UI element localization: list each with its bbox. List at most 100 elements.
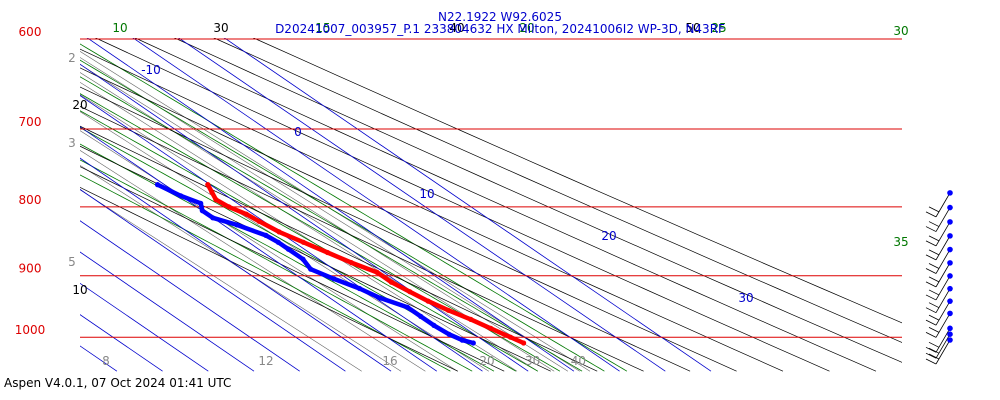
temperature-profile-point: [300, 239, 307, 245]
header-line-2: D20241007_003957_P.1 233804632 HX Milton…: [275, 22, 725, 36]
wind-barb-flag: [925, 307, 937, 314]
footer-version: Aspen V4.0.1, 07 Oct 2024 01:41 UTC: [4, 376, 232, 390]
temperature-profile-point: [445, 307, 451, 313]
dewpoint-profile-point: [418, 313, 424, 319]
chart-labels: 600 700 800 900 1000 20 30 40 -10 0 10 20 30 30 40 50 20…: [15, 21, 909, 368]
dewpoint-profile-point: [404, 304, 410, 310]
temperature-profile-point: [256, 218, 262, 224]
isobars: [80, 38, 902, 338]
isotherm-line: [86, 38, 575, 372]
wind-barb-flag: [925, 319, 937, 326]
dry-adiabat-line: [80, 67, 737, 372]
dewpoint-profile-point: [459, 337, 465, 343]
mixing-ratio-line: [80, 72, 555, 372]
isotherm-line: [80, 126, 438, 372]
dewpoint-profile-point: [234, 222, 240, 228]
temperature-profile-point: [388, 279, 394, 285]
wind-barb-staff: [935, 288, 951, 313]
temperature-profile-point: [425, 298, 431, 304]
moist-adiabats: [80, 43, 628, 372]
wind-barb-dot: [947, 337, 953, 343]
dewpoint-profile-point: [377, 295, 383, 301]
dry-adiabat-label: 50: [685, 21, 700, 35]
moist-adiabat-label: 35: [893, 235, 908, 249]
moist-adiabat-line: [80, 59, 605, 372]
dry-adiabat-line: [80, 106, 644, 372]
isotherm-line: [80, 314, 163, 372]
mixing-ratio-line: [80, 149, 426, 372]
mixing-ratio-label: 5: [68, 255, 76, 269]
dewpoint-profile-point: [263, 232, 269, 238]
wind-barb-flag: [928, 353, 940, 360]
wind-barb-staff: [935, 275, 951, 301]
wind-barb-dot: [947, 219, 953, 225]
temperature-tick-label: 40: [571, 354, 586, 368]
isotherm-line: [80, 220, 300, 372]
wind-barb-staff: [935, 262, 951, 288]
moist-adiabat-label: 15: [315, 21, 330, 35]
wind-barb-dot: [947, 233, 953, 239]
wind-barb-flag: [925, 358, 937, 365]
mixing-ratio-label: 8: [102, 354, 110, 368]
wind-barb-flag: [925, 240, 937, 247]
dry-adiabat-label: 10: [72, 283, 87, 297]
wind-barb-flag: [928, 206, 940, 213]
dry-adiabat-line: [80, 48, 784, 372]
pressure-tick-label: 600: [19, 25, 42, 39]
pressure-tick-label: 800: [19, 193, 42, 207]
isotherm-label: 20: [601, 229, 616, 243]
dewpoint-profile-point: [446, 331, 452, 337]
dry-adiabat-line: [80, 125, 598, 372]
isotherm-label: 0: [294, 125, 302, 139]
mixing-ratio-line: [80, 189, 362, 372]
temperature-profile-point: [276, 229, 282, 235]
mixing-ratio-line: [80, 164, 402, 372]
wind-barb-staff: [935, 235, 951, 261]
wind-barb-staff: [935, 313, 951, 338]
temperature-profile-point: [374, 269, 380, 275]
moist-adiabat-label: 20: [519, 21, 534, 35]
temperature-tick-label: 30: [525, 354, 540, 368]
isotherms: [80, 38, 712, 372]
moist-adiabat-line: [80, 93, 561, 372]
temperature-profile: [205, 182, 526, 346]
dry-adiabat-line: [80, 166, 505, 372]
wind-barb-staff: [935, 300, 951, 326]
wind-barb-flag: [928, 263, 940, 269]
dry-adiabats: [80, 38, 902, 372]
mixing-ratio-label: 3: [68, 136, 76, 150]
isotherm-line: [132, 38, 620, 372]
wind-barb-staff: [935, 221, 951, 247]
dewpoint-profile-point: [300, 256, 306, 262]
sounding-profiles: [154, 182, 527, 346]
temperature-profile-point: [324, 249, 331, 256]
dry-adiabat-label: 20: [72, 98, 87, 112]
dry-adiabat-line: [213, 38, 902, 343]
dry-adiabat-line: [95, 38, 830, 372]
wind-barb-dot: [947, 310, 953, 317]
temperature-profile-point: [507, 334, 514, 340]
temperature-profile-point: [407, 289, 413, 295]
wind-barb-flag: [925, 268, 937, 274]
wind-barb-flag: [928, 314, 940, 321]
wind-barb-dot: [947, 204, 953, 211]
mixing-ratio-line: [80, 57, 580, 372]
wind-barb-flag: [928, 276, 940, 283]
dry-adiabat-label: 30: [213, 21, 228, 35]
wind-barb-dot: [947, 325, 953, 332]
temperature-profile-point: [205, 182, 211, 188]
wind-barb-flag: [925, 294, 937, 301]
dewpoint-profile-point: [431, 322, 437, 328]
wind-barb-flag: [925, 226, 937, 232]
isotherm-line: [178, 38, 666, 372]
dry-adiabat-line: [252, 38, 902, 324]
wind-barb-staff: [935, 249, 951, 274]
wind-barb-flag: [928, 347, 940, 354]
dry-adiabat-line: [80, 145, 551, 372]
temperature-profile-point: [226, 204, 232, 210]
temperature-profile-point: [209, 189, 215, 195]
temperature-profile-point: [488, 325, 494, 331]
wind-barb-staff: [935, 207, 951, 232]
moist-adiabat-line: [80, 43, 628, 372]
wind-barb-dot: [947, 273, 953, 279]
